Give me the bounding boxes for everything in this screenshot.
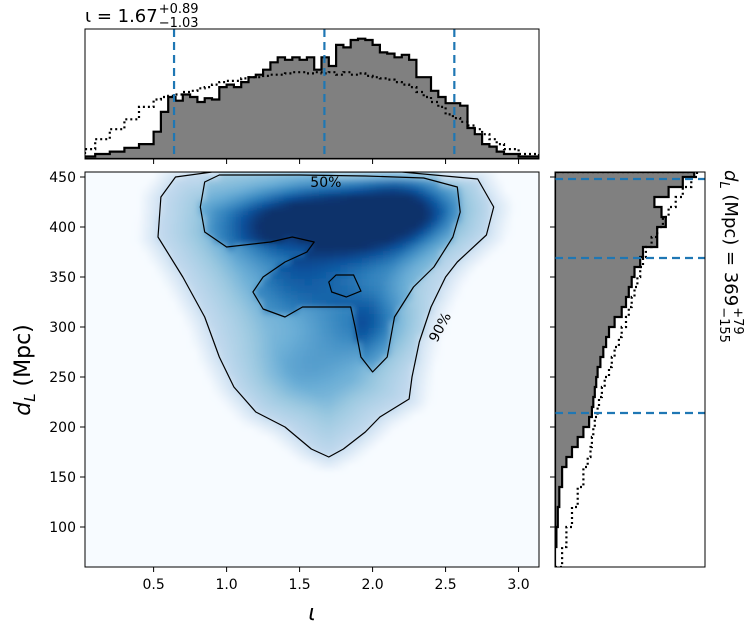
- marginal-x-title-sub: −1.03: [159, 16, 199, 31]
- y-tick-label: 250: [49, 370, 76, 386]
- x-tick-label: 2.5: [434, 577, 456, 593]
- x-tick-label: 2.0: [361, 577, 383, 593]
- marginal-y-panel: dL (Mpc) = 369+79−155: [554, 170, 745, 568]
- marginal-y-prior-hist: [555, 172, 699, 567]
- marginal-y-frame: [554, 171, 706, 568]
- y-tick-label: 100: [49, 520, 76, 536]
- x-tick-label: 1.5: [288, 577, 310, 593]
- marginal-y-title-sub: −155: [716, 307, 731, 343]
- x-tick-label: 1.0: [215, 577, 237, 593]
- x-tick-label: 0.5: [142, 577, 164, 593]
- y-tick-label: 450: [49, 170, 76, 186]
- contour-50: [199, 174, 461, 373]
- marginal-x-title: ι = 1.67+0.89 −1.03: [85, 2, 199, 31]
- joint-panel: 50%90% 0.5 1.0 1.5 2.0 2.5 3.0100150200250300…: [11, 159, 555, 626]
- marginal-x-panel: ι = 1.67+0.89 −1.03: [84, 2, 540, 160]
- contour-90: [157, 172, 495, 458]
- y-tick-label: 150: [49, 470, 76, 486]
- marginal-x-frame: [84, 28, 540, 160]
- y-tick-label: 400: [49, 220, 76, 236]
- density-cells: [85, 172, 539, 567]
- marginal-y-hist: [555, 172, 696, 567]
- y-axis-label: dL (Mpc): [11, 324, 39, 416]
- contour-50-label: 50%: [310, 175, 341, 191]
- contour-50-island: [328, 274, 362, 298]
- marginal-x-hist: [85, 37, 539, 159]
- y-tick-label: 300: [49, 320, 76, 336]
- svg-text:50%: 50%: [310, 175, 341, 191]
- marginal-y-title: dL (Mpc) = 369+79−155: [716, 170, 745, 343]
- joint-frame: [84, 171, 540, 568]
- x-tick-label: 3.0: [507, 577, 529, 593]
- y-tick-label: 200: [49, 420, 76, 436]
- x-axis-label: ι: [308, 601, 315, 626]
- marginal-x-title-sup: +0.89: [159, 2, 199, 17]
- y-tick-label: 350: [49, 270, 76, 286]
- marginal-y-title-sup: +79: [730, 307, 745, 334]
